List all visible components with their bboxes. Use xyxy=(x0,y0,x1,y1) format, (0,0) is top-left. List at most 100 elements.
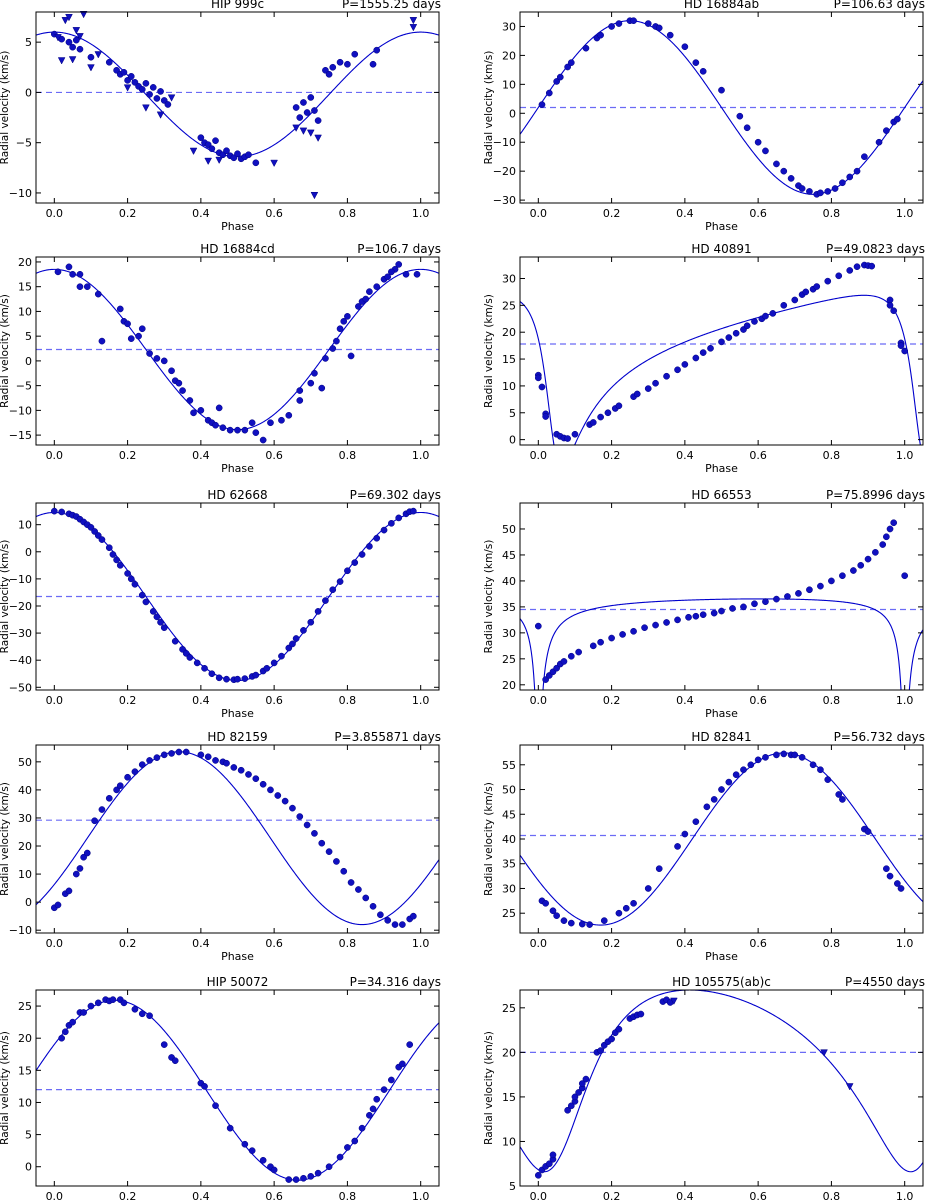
data-point xyxy=(560,658,568,665)
data-point xyxy=(740,766,747,774)
data-point xyxy=(98,536,106,543)
data-point xyxy=(802,288,810,296)
data-point xyxy=(267,786,274,794)
data-point-triangle xyxy=(142,104,150,112)
y-tick-label: 15 xyxy=(18,281,32,294)
data-point xyxy=(300,99,307,106)
data-point xyxy=(351,1137,359,1145)
data-point xyxy=(641,624,648,632)
period-label: P=1555.25 days xyxy=(342,0,441,11)
model-curve xyxy=(520,990,923,1173)
y-tick-label: 25 xyxy=(502,1002,516,1015)
y-tick-label: −10 xyxy=(9,404,32,417)
data-point xyxy=(395,514,403,522)
y-tick-label: −10 xyxy=(9,187,32,200)
x-tick-label: 1.0 xyxy=(896,694,914,707)
data-point xyxy=(868,262,876,270)
data-point xyxy=(773,160,780,168)
data-point xyxy=(116,305,124,313)
data-point xyxy=(131,1005,139,1013)
data-point xyxy=(160,624,168,632)
data-point xyxy=(597,31,604,39)
data-point-triangle xyxy=(299,127,308,135)
data-point xyxy=(259,780,267,788)
x-tick-label: 0.4 xyxy=(192,694,210,707)
data-point xyxy=(336,58,344,66)
data-point xyxy=(87,1002,95,1010)
data-point xyxy=(65,263,73,271)
x-tick-label: 0.0 xyxy=(46,207,64,220)
data-point xyxy=(718,607,725,615)
data-point xyxy=(366,1111,373,1119)
data-point xyxy=(72,870,80,878)
y-tick-label: 10 xyxy=(18,1096,32,1109)
data-point xyxy=(116,561,124,569)
data-point-triangle xyxy=(204,157,213,166)
x-tick-label: 0.8 xyxy=(823,1190,841,1202)
data-point xyxy=(109,551,117,558)
x-tick-label: 0.0 xyxy=(530,449,548,462)
data-point xyxy=(538,101,546,108)
y-tick-label: 0 xyxy=(25,896,32,909)
data-point xyxy=(318,384,326,392)
data-point xyxy=(358,1124,366,1132)
data-point xyxy=(692,59,700,66)
data-point xyxy=(168,367,175,375)
data-point xyxy=(578,1080,586,1087)
data-point xyxy=(241,1140,249,1148)
data-point xyxy=(725,778,733,786)
data-point xyxy=(813,283,821,290)
y-tick-label: 5 xyxy=(25,1129,32,1142)
data-point xyxy=(699,67,707,75)
data-point xyxy=(366,543,373,550)
y-tick-label: 20 xyxy=(502,49,516,62)
data-point xyxy=(886,525,894,533)
data-point-triangle xyxy=(65,14,73,22)
data-point xyxy=(663,372,670,380)
data-point xyxy=(791,296,799,304)
rv-panel-4: 0.0 0.2 0.4 0.6 0.8 1.0 0 5 10 15 20 25 30 HD 40891 P=… xyxy=(483,242,925,475)
data-point xyxy=(296,387,304,394)
data-point xyxy=(369,1105,377,1113)
data-point xyxy=(366,288,373,295)
data-point xyxy=(571,1093,579,1101)
x-tick-label: 0.8 xyxy=(823,694,841,707)
y-axis-label: Radial velocity (km/s) xyxy=(483,294,495,408)
data-point xyxy=(894,880,901,887)
y-tick-label: 5 xyxy=(509,1180,516,1193)
data-point xyxy=(355,886,362,893)
y-axis-label: Radial velocity (km/s) xyxy=(0,540,11,654)
y-tick-label: −20 xyxy=(493,165,516,178)
data-point xyxy=(644,885,652,892)
data-point xyxy=(666,31,674,39)
data-point xyxy=(835,791,843,798)
data-point xyxy=(329,345,337,352)
x-axis-label: Phase xyxy=(221,707,254,720)
data-point xyxy=(248,1147,256,1155)
data-point xyxy=(138,1010,146,1018)
x-tick-label: 0.0 xyxy=(530,694,548,707)
y-tick-label: −40 xyxy=(9,654,32,667)
data-point xyxy=(615,402,623,410)
data-point xyxy=(87,53,95,61)
data-point xyxy=(600,917,608,924)
plot-frame xyxy=(519,11,924,204)
data-point xyxy=(146,91,153,98)
x-tick-label: 0.8 xyxy=(339,694,357,707)
data-point xyxy=(762,754,769,761)
data-point xyxy=(208,670,216,678)
data-point xyxy=(362,295,370,303)
data-point xyxy=(754,756,762,764)
data-point xyxy=(105,544,113,552)
data-point xyxy=(395,261,403,268)
data-point xyxy=(410,507,417,515)
data-point xyxy=(76,45,84,53)
data-point xyxy=(171,1057,179,1065)
y-axis-label: Radial velocity (km/s) xyxy=(483,1031,495,1145)
panel-title: HD 66553 xyxy=(691,488,751,502)
x-tick-label: 1.0 xyxy=(896,207,914,220)
data-point xyxy=(76,283,84,291)
y-axis-label: Radial velocity (km/s) xyxy=(0,782,11,896)
data-point xyxy=(692,818,700,826)
x-tick-label: 0.6 xyxy=(265,207,283,220)
